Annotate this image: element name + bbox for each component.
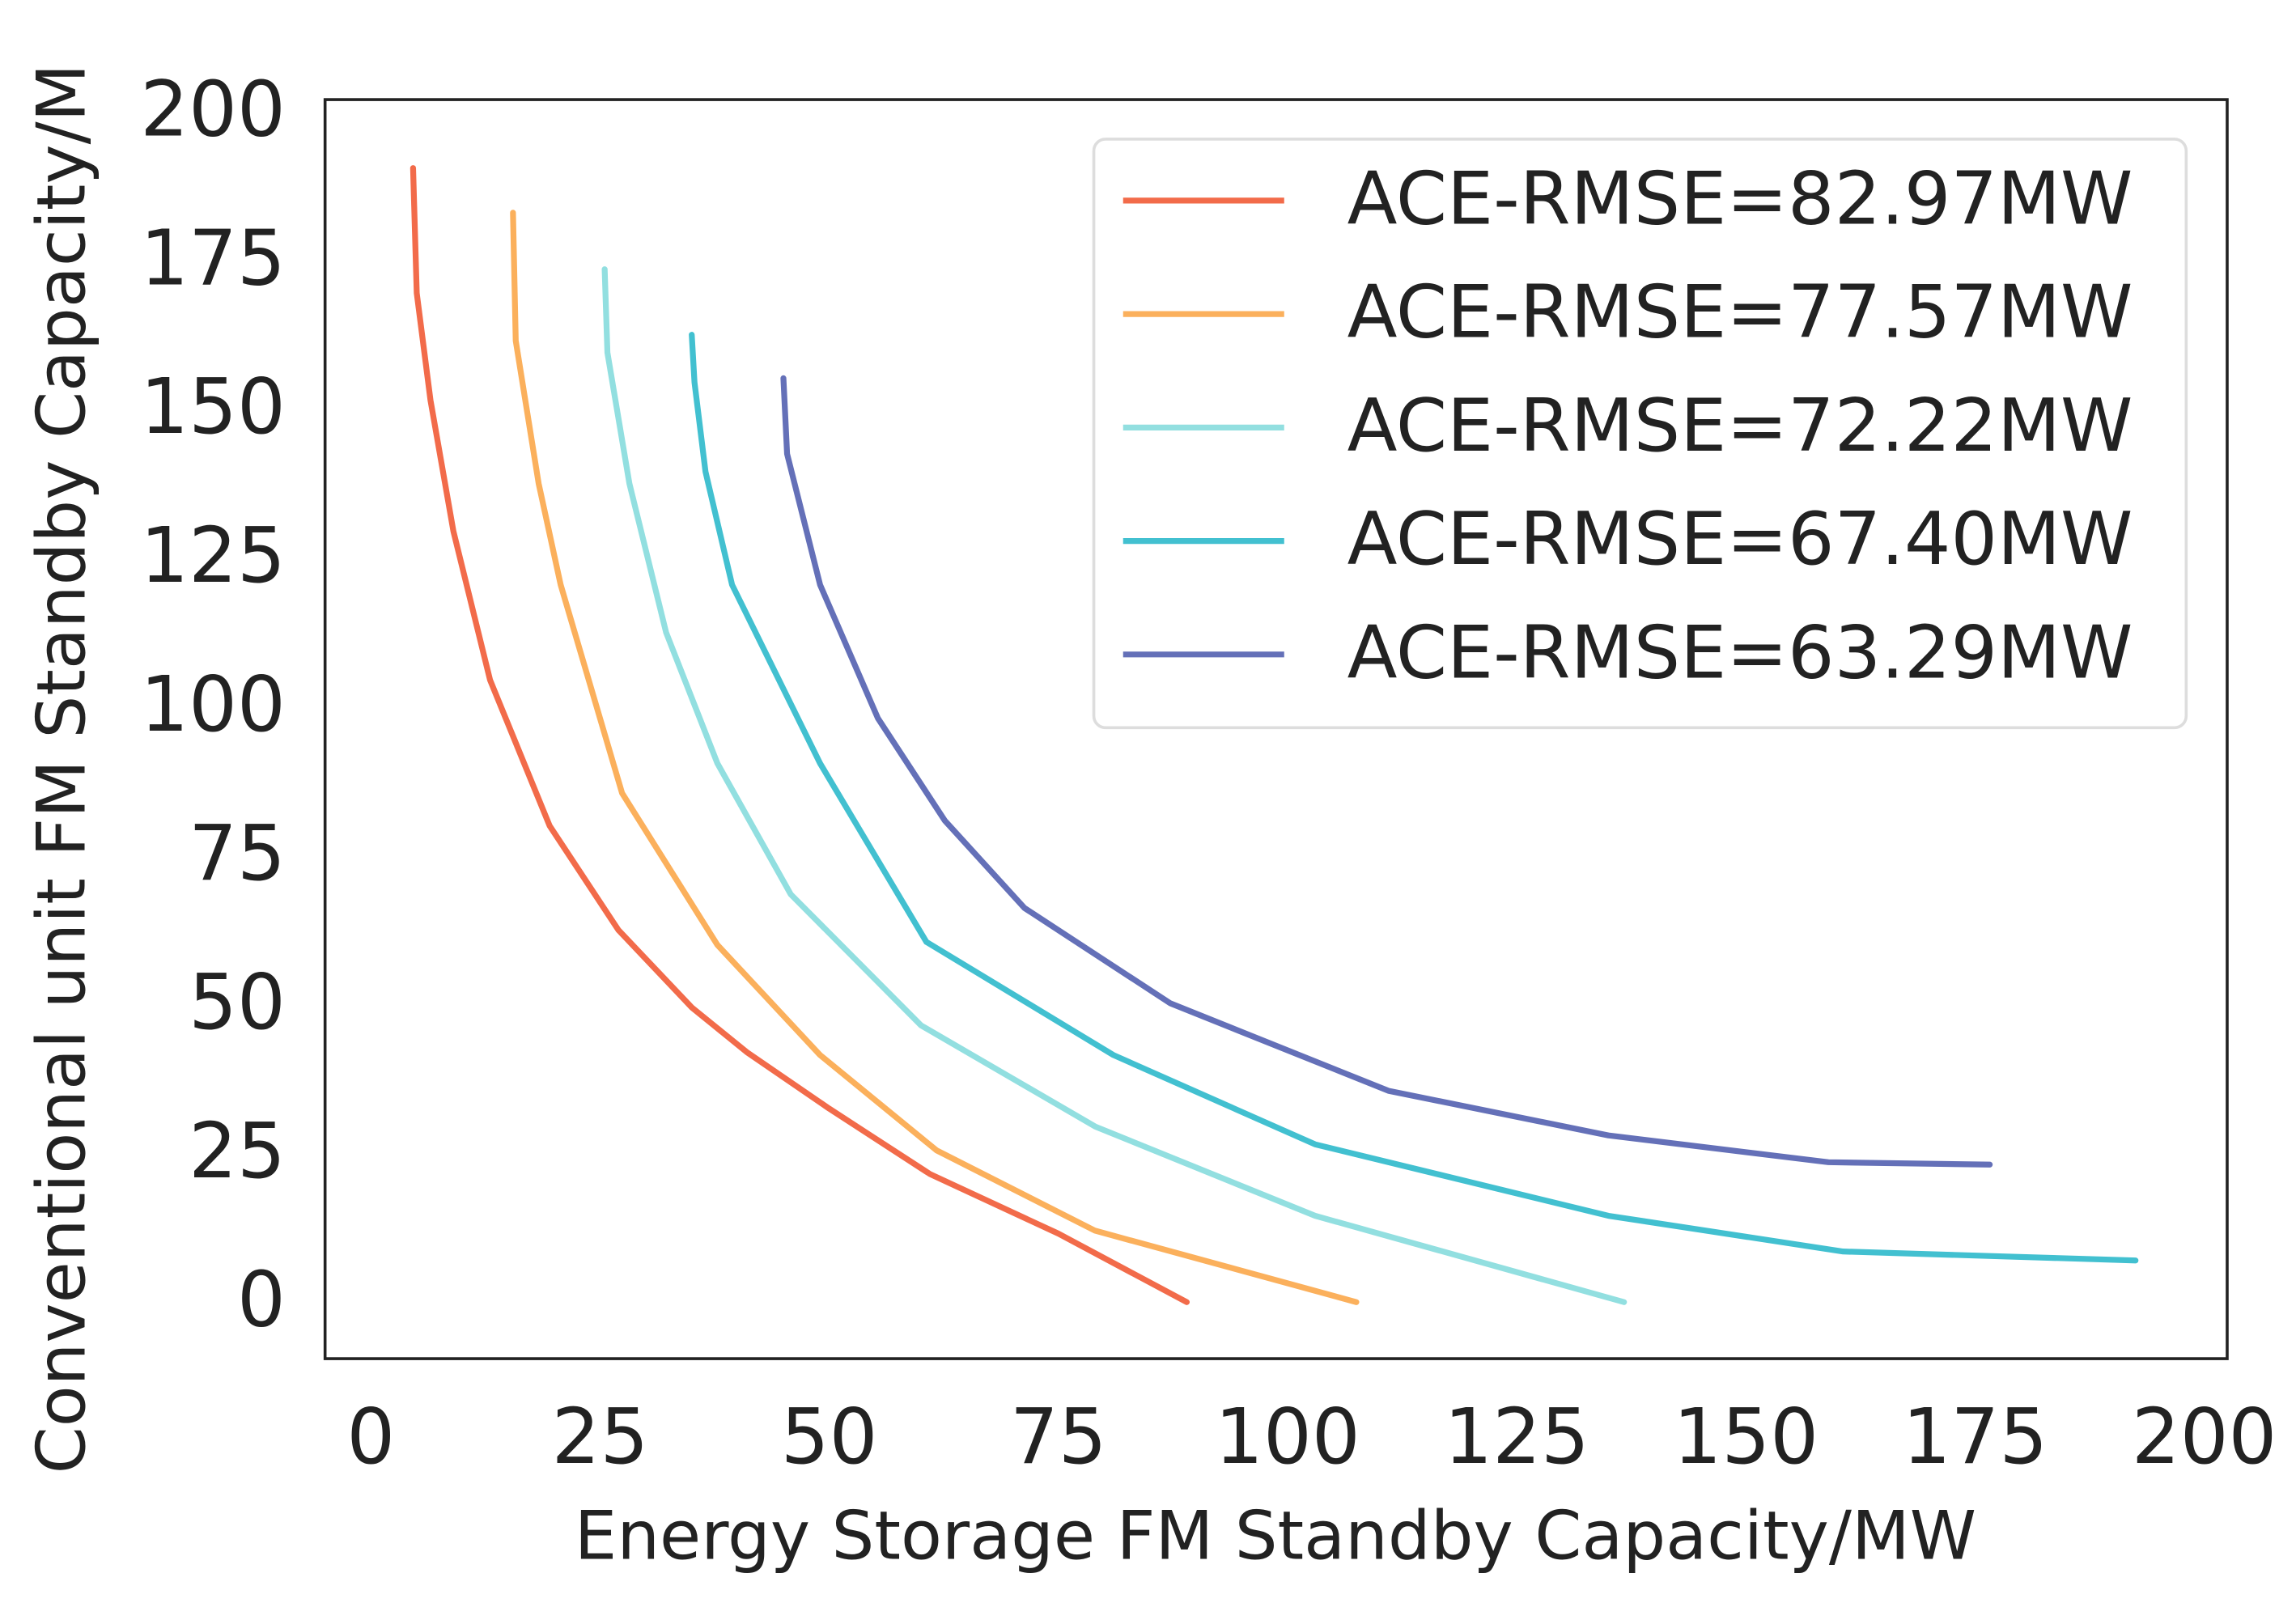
y-tick-label: 200 [140,66,286,154]
y-tick-label: 150 [140,363,286,452]
y-tick-label: 75 [189,810,286,898]
legend-label: ACE-RMSE=82.97MW [1347,156,2133,241]
plot-frame [323,98,2229,1360]
y-tick-label: 125 [140,512,286,600]
data-line [780,375,1993,1168]
data-line [410,165,1190,1305]
x-axis-label: Energy Storage FM Standby Capacity/MW [575,1496,1976,1575]
data-line [689,332,2139,1264]
legend: ACE-RMSE=82.97MW ACE-RMSE=77.57MW ACE-RMSE… [1092,138,2188,730]
legend-label: ACE-RMSE=72.22MW [1347,384,2133,469]
legend-box [1092,138,2188,730]
data-line [601,266,1628,1305]
x-tick-label: 150 [1674,1393,1819,1482]
x-tick-label: 200 [2132,1393,2277,1482]
y-tick-label: 175 [140,214,286,303]
data-line [510,210,1360,1305]
x-tick-label: 125 [1444,1393,1589,1482]
x-tick-label: 75 [1010,1393,1107,1482]
legend-label: ACE-RMSE=77.57MW [1347,270,2133,355]
x-tick-label: 175 [1903,1393,2048,1482]
x-tick-label: 0 [346,1393,395,1482]
x-tick-label: 50 [781,1393,878,1482]
y-tick-label: 25 [189,1108,286,1196]
y-axis-label: Conventional unit FM Standby Capacity/M [22,64,100,1474]
legend-label: ACE-RMSE=63.29MW [1347,610,2133,695]
x-tick-label: 25 [552,1393,649,1482]
y-tick-label: 50 [189,959,286,1047]
legend-label: ACE-RMSE=67.40MW [1347,497,2133,582]
x-tick-label: 100 [1215,1393,1360,1482]
y-tick-label: 0 [237,1257,286,1345]
y-tick-label: 100 [140,661,286,749]
